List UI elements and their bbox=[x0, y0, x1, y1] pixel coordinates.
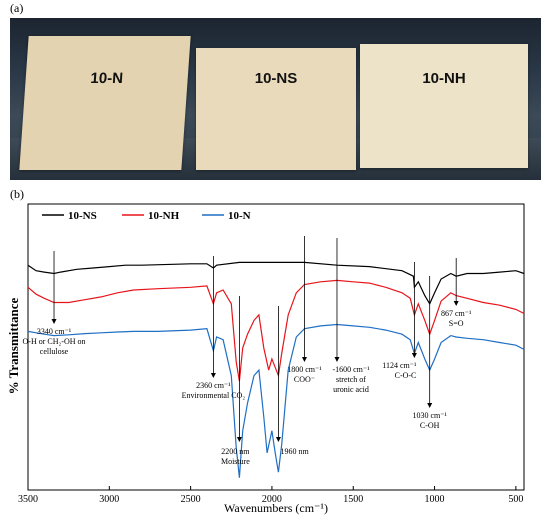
annotation-arrowhead bbox=[453, 301, 459, 306]
x-tick-label: 2000 bbox=[262, 494, 282, 505]
sheet-10-ns: 10-NS bbox=[196, 48, 356, 170]
annotation-text: -1600 cm⁻¹ bbox=[332, 365, 370, 374]
annotation-text: cellulose bbox=[40, 347, 69, 356]
sheet-label-10-ns: 10-NS bbox=[254, 70, 298, 87]
legend-label-10-n: 10-N bbox=[228, 210, 251, 222]
panel-a-label: (a) bbox=[10, 1, 24, 15]
annotation-text: COO⁻ bbox=[294, 375, 315, 384]
annotation-text: Moisture bbox=[221, 457, 250, 466]
series-line-10-n bbox=[27, 323, 525, 478]
y-axis-label: % Transmittance bbox=[6, 297, 21, 394]
annotation-arrowhead bbox=[427, 403, 433, 408]
series-line-10-nh bbox=[27, 279, 525, 382]
sheet-label-10-n: 10-N bbox=[89, 70, 124, 87]
annotation-arrowhead bbox=[301, 357, 307, 362]
annotation-text: uronic acid bbox=[333, 385, 369, 394]
annotation-text: 2360 cm⁻¹ bbox=[196, 381, 231, 390]
sheet-label-10-nh: 10-NH bbox=[422, 70, 466, 87]
x-tick-label: 3000 bbox=[99, 494, 119, 505]
sample-photo: 10-N 10-NS 10-NH bbox=[10, 18, 541, 180]
annotation-text: C-O-C bbox=[395, 371, 417, 380]
annotation-text: 1800 cm⁻¹ bbox=[287, 365, 322, 374]
annotation-text: Environmental CO₂ bbox=[182, 391, 246, 400]
annotation-text: stretch of bbox=[336, 375, 366, 384]
legend-label-10-nh: 10-NH bbox=[148, 210, 180, 222]
annotation-arrowhead bbox=[275, 437, 281, 442]
annotation-text: 1030 cm⁻¹ bbox=[412, 411, 447, 420]
annotation-arrowhead bbox=[51, 319, 57, 324]
x-axis-label: Wavenumbers (cm⁻¹) bbox=[224, 501, 328, 515]
annotation-text: 3340 cm⁻¹ bbox=[37, 327, 72, 336]
annotation-arrowhead bbox=[334, 357, 340, 362]
series-line-10-ns bbox=[27, 261, 525, 306]
annotation-text: 867 cm⁻¹ bbox=[441, 309, 472, 318]
panel-b-label: (b) bbox=[10, 187, 24, 201]
annotation-text: O-H or CH₂-OH on bbox=[23, 337, 86, 346]
annotation-text: 2200 nm bbox=[221, 447, 250, 456]
sheet-10-n: 10-N bbox=[19, 36, 191, 170]
x-tick-label: 1000 bbox=[425, 494, 445, 505]
x-tick-label: 1500 bbox=[343, 494, 363, 505]
annotation-arrowhead bbox=[236, 437, 242, 442]
annotation-text: 1124 cm⁻¹ bbox=[382, 361, 417, 370]
plot-frame bbox=[27, 203, 525, 491]
annotation-text: 1960 nm bbox=[280, 447, 309, 456]
legend-label-10-ns: 10-NS bbox=[68, 210, 97, 222]
annotation-arrowhead bbox=[210, 373, 216, 378]
annotation-text: S=O bbox=[449, 319, 464, 328]
annotation-text: C-OH bbox=[420, 421, 440, 430]
annotation-arrowhead bbox=[411, 353, 417, 358]
x-tick-label: 3500 bbox=[18, 494, 38, 505]
x-tick-label: 2500 bbox=[181, 494, 201, 505]
x-tick-label: 500 bbox=[508, 494, 523, 505]
sheet-10-nh: 10-NH bbox=[360, 44, 528, 168]
